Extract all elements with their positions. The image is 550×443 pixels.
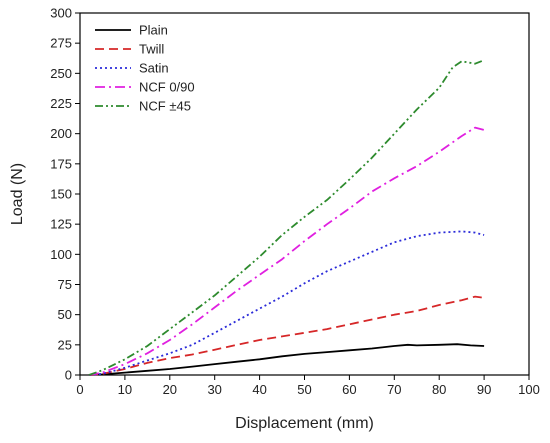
y-tick-label: 200 bbox=[50, 126, 72, 141]
series-line-1 bbox=[88, 295, 485, 376]
legend-label-2: Satin bbox=[139, 61, 169, 76]
x-tick-label: 50 bbox=[297, 382, 311, 397]
x-axis-title: Displacement (mm) bbox=[235, 415, 374, 432]
y-tick-label: 275 bbox=[50, 36, 72, 51]
x-tick-label: 80 bbox=[432, 382, 446, 397]
plot-area: 0 10 20 30 40 50 60 70 80 90 100 0 25 50 75 100 125 150 17… bbox=[50, 6, 540, 398]
x-tick-label: 20 bbox=[163, 382, 177, 397]
y-tick-label: 175 bbox=[50, 156, 72, 171]
x-tick-label: 40 bbox=[252, 382, 266, 397]
series-line-2 bbox=[88, 230, 485, 376]
y-tick-label: 125 bbox=[50, 217, 72, 232]
legend-label-4: NCF ±45 bbox=[139, 99, 191, 114]
legend: Plain Twill Satin NCF 0/90 NCF ±45 bbox=[95, 23, 195, 114]
y-tick-label: 100 bbox=[50, 247, 72, 262]
y-tick-label: 50 bbox=[58, 307, 72, 322]
x-tick-label: 10 bbox=[118, 382, 132, 397]
series-line-4 bbox=[88, 59, 485, 376]
y-tick-label: 0 bbox=[65, 368, 72, 383]
legend-label-1: Twill bbox=[139, 42, 164, 57]
y-axis-title: Load (N) bbox=[9, 163, 26, 225]
y-tick-label: 75 bbox=[58, 277, 72, 292]
y-tick-label: 300 bbox=[50, 6, 72, 21]
series-line-3 bbox=[88, 126, 485, 376]
x-tick-label: 90 bbox=[477, 382, 491, 397]
y-tick-label: 225 bbox=[50, 96, 72, 111]
x-tick-label: 30 bbox=[207, 382, 221, 397]
y-tick-label: 250 bbox=[50, 66, 72, 81]
series-line-0 bbox=[88, 343, 485, 376]
y-tick-label: 150 bbox=[50, 187, 72, 202]
x-tick-label: 70 bbox=[387, 382, 401, 397]
legend-label-0: Plain bbox=[139, 23, 168, 38]
y-tick-label: 25 bbox=[58, 337, 72, 352]
x-tick-label: 100 bbox=[518, 382, 540, 397]
x-tick-label: 60 bbox=[342, 382, 356, 397]
legend-label-3: NCF 0/90 bbox=[139, 80, 195, 95]
x-tick-label: 0 bbox=[76, 382, 83, 397]
